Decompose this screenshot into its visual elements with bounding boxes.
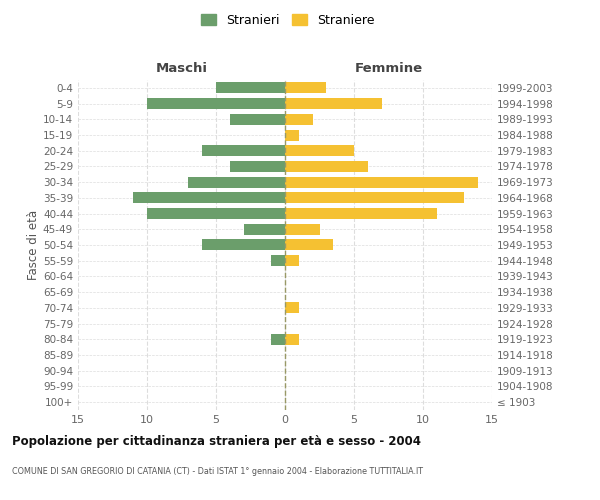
Bar xyxy=(230,114,285,125)
Bar xyxy=(216,82,285,94)
Bar xyxy=(202,145,285,156)
Bar xyxy=(271,255,285,266)
Bar xyxy=(285,255,299,266)
Bar xyxy=(285,82,326,94)
Bar xyxy=(147,98,285,109)
Legend: Stranieri, Straniere: Stranieri, Straniere xyxy=(196,8,380,32)
Bar xyxy=(188,176,285,188)
Bar xyxy=(244,224,285,235)
Text: Maschi: Maschi xyxy=(155,62,208,75)
Y-axis label: Fasce di età: Fasce di età xyxy=(27,210,40,280)
Bar xyxy=(285,334,299,345)
Bar xyxy=(285,161,368,172)
Bar xyxy=(285,130,299,140)
Bar xyxy=(285,114,313,125)
Text: COMUNE DI SAN GREGORIO DI CATANIA (CT) - Dati ISTAT 1° gennaio 2004 - Elaborazio: COMUNE DI SAN GREGORIO DI CATANIA (CT) -… xyxy=(12,468,423,476)
Bar xyxy=(285,98,382,109)
Bar xyxy=(285,224,320,235)
Bar xyxy=(147,208,285,219)
Bar xyxy=(285,240,334,250)
Bar xyxy=(271,334,285,345)
Bar xyxy=(133,192,285,203)
Text: Femmine: Femmine xyxy=(355,62,422,75)
Bar xyxy=(285,145,354,156)
Text: Popolazione per cittadinanza straniera per età e sesso - 2004: Popolazione per cittadinanza straniera p… xyxy=(12,435,421,448)
Bar xyxy=(285,176,478,188)
Bar xyxy=(285,192,464,203)
Bar xyxy=(202,240,285,250)
Bar xyxy=(230,161,285,172)
Bar xyxy=(285,208,437,219)
Bar xyxy=(285,302,299,314)
